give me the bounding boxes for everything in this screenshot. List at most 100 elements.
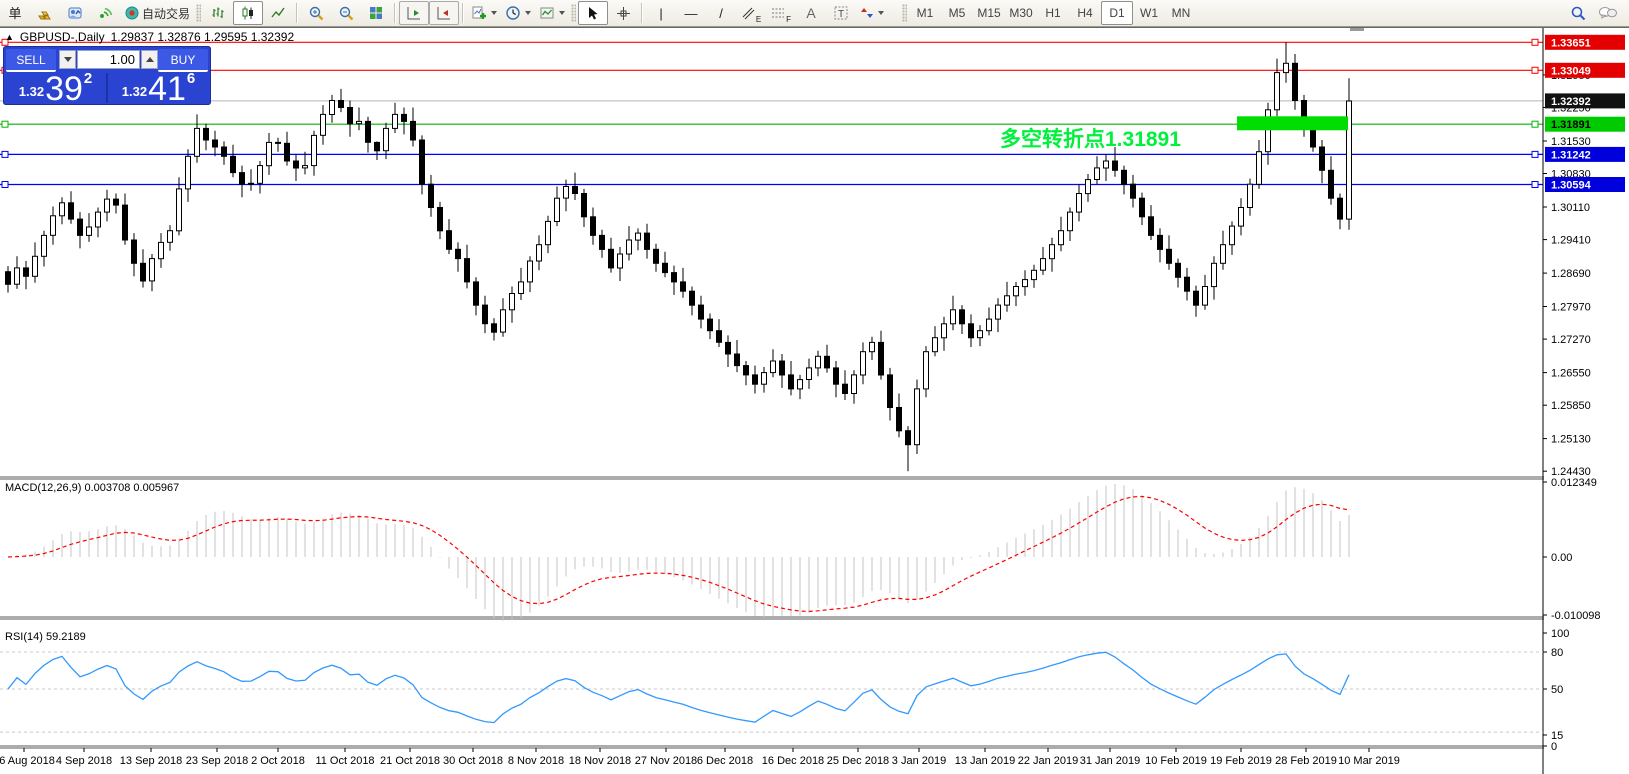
timeframe-button-m5[interactable]: M5 xyxy=(948,6,966,20)
annotation-text[interactable]: 多空转折点1.31891 xyxy=(1000,127,1181,151)
main-toolbar: 单 自动交易 xyxy=(0,0,1629,27)
svg-text:1.25850: 1.25850 xyxy=(1551,400,1591,412)
svg-text:80: 80 xyxy=(1551,647,1563,659)
timeframe-button-m30[interactable]: M30 xyxy=(1009,6,1033,20)
svg-text:18 Nov 2018: 18 Nov 2018 xyxy=(569,755,631,767)
zoom-out-icon xyxy=(338,5,355,22)
channel-sub-label: E xyxy=(755,15,762,24)
chart-header: ▲ GBPUSD-,Daily 1.29837 1.32876 1.29595 … xyxy=(5,30,294,44)
crosshair-icon xyxy=(616,6,631,21)
crosshair-tool-button[interactable] xyxy=(608,1,638,25)
svg-text:3 Jan 2019: 3 Jan 2019 xyxy=(892,755,946,767)
toolbar-grip[interactable] xyxy=(571,4,577,22)
line-chart-button[interactable] xyxy=(263,1,293,25)
svg-text:2 Oct 2018: 2 Oct 2018 xyxy=(251,755,305,767)
search-button[interactable] xyxy=(1563,1,1593,25)
volume-input[interactable]: 1.00 xyxy=(77,50,140,69)
timeframe-button-d1[interactable]: D1 xyxy=(1101,1,1134,25)
text-label-tool-button[interactable]: T xyxy=(826,1,856,25)
volume-decrement-button[interactable] xyxy=(59,50,76,69)
rsi-label: RSI(14) 59.2189 xyxy=(5,631,86,643)
svg-text:1.29410: 1.29410 xyxy=(1551,235,1591,247)
svg-text:1.24430: 1.24430 xyxy=(1551,466,1591,478)
rsi-level-lines xyxy=(0,651,1543,733)
channel-tool-button[interactable]: E xyxy=(736,1,766,25)
timeframe-button-h1[interactable]: H1 xyxy=(1045,6,1061,20)
chat-button[interactable] xyxy=(1593,1,1623,25)
timeframe-bar: M1 M5 M15 M30 H1 H4 D1 W1 MN xyxy=(909,1,1197,25)
fibonacci-tool-button[interactable]: F xyxy=(766,1,796,25)
sell-price[interactable]: 1.32 39 2 xyxy=(5,70,108,108)
signal-icon xyxy=(97,5,113,21)
toolbar-separator xyxy=(394,3,397,23)
toolbar-grip[interactable] xyxy=(902,4,908,22)
svg-text:1.28690: 1.28690 xyxy=(1551,268,1591,280)
sell-price-big: 39 xyxy=(45,70,83,108)
add-indicator-button[interactable] xyxy=(467,1,501,25)
toolbar-grip[interactable] xyxy=(196,4,202,22)
buy-price[interactable]: 1.32 41 6 xyxy=(108,70,209,108)
svg-text:1.27970: 1.27970 xyxy=(1551,302,1591,314)
one-click-toggle[interactable]: ▲ xyxy=(5,32,14,42)
supply-zone-rect[interactable] xyxy=(1237,116,1348,131)
auto-scroll-button[interactable] xyxy=(429,1,460,25)
timeframe-button-h4[interactable]: H4 xyxy=(1077,6,1093,20)
horizontal-line-tool-button[interactable]: — xyxy=(676,1,706,25)
dropdown-caret-icon xyxy=(878,11,885,15)
autotrading-button[interactable]: 自动交易 xyxy=(120,1,194,25)
svg-text:19 Feb 2019: 19 Feb 2019 xyxy=(1210,755,1272,767)
buy-button[interactable]: BUY xyxy=(158,49,208,72)
text-label-icon: T xyxy=(833,5,849,21)
svg-text:1.30594: 1.30594 xyxy=(1551,180,1592,192)
candlestick-chart-button[interactable] xyxy=(233,1,264,25)
templates-button[interactable] xyxy=(535,1,569,25)
svg-text:30 Oct 2018: 30 Oct 2018 xyxy=(443,755,503,767)
periods-button[interactable] xyxy=(501,1,535,25)
cursor-tool-button[interactable] xyxy=(578,1,609,25)
toolbar-separator xyxy=(296,3,299,23)
timeframe-button-m15[interactable]: M15 xyxy=(977,6,1001,20)
sell-button[interactable]: SELL xyxy=(6,49,56,72)
svg-text:6 Dec 2018: 6 Dec 2018 xyxy=(697,755,753,767)
text-tool-button[interactable]: A xyxy=(796,1,826,25)
vertical-line-tool-button[interactable]: | xyxy=(646,1,676,25)
fibonacci-icon xyxy=(771,6,785,20)
dropdown-caret-icon xyxy=(491,11,498,15)
volume-increment-button[interactable] xyxy=(141,50,158,69)
signal-button[interactable] xyxy=(90,1,120,25)
template-icon xyxy=(539,5,555,21)
zoom-in-button[interactable] xyxy=(301,1,331,25)
buy-price-big: 41 xyxy=(148,70,186,108)
chart-shift-button[interactable] xyxy=(399,1,430,25)
macd-label: MACD(12,26,9) 0.003708 0.005967 xyxy=(5,482,179,494)
chart-shift-icon xyxy=(406,5,422,21)
timeframe-button-mn[interactable]: MN xyxy=(1171,6,1191,20)
timeframe-button-w1[interactable]: W1 xyxy=(1140,6,1159,20)
svg-text:1.31530: 1.31530 xyxy=(1551,136,1591,148)
bar-chart-button[interactable] xyxy=(203,1,233,25)
price-axis[interactable]: 1.329501.322501.315301.308301.301101.294… xyxy=(1542,28,1629,774)
svg-text:8 Nov 2018: 8 Nov 2018 xyxy=(508,755,564,767)
svg-text:13 Sep 2018: 13 Sep 2018 xyxy=(120,755,182,767)
svg-text:26 Aug 2018: 26 Aug 2018 xyxy=(0,755,55,767)
timeframe-button-m1[interactable]: M1 xyxy=(916,6,934,20)
trendline-tool-button[interactable]: / xyxy=(706,1,736,25)
new-order-partial-button[interactable]: 单 xyxy=(0,1,30,25)
tile-windows-button[interactable] xyxy=(361,1,391,25)
svg-text:16 Dec 2018: 16 Dec 2018 xyxy=(762,755,824,767)
candles xyxy=(5,42,1352,472)
zoom-out-button[interactable] xyxy=(331,1,361,25)
fibonacci-sub-label: F xyxy=(786,15,791,24)
panel-separators[interactable] xyxy=(0,476,1629,749)
profile-button[interactable] xyxy=(60,1,90,25)
scrollbar-thumb[interactable] xyxy=(1350,28,1364,31)
market-watch-button[interactable] xyxy=(30,1,60,25)
macd-signal-line xyxy=(7,495,1350,613)
arrows-tool-button[interactable] xyxy=(856,1,888,25)
rsi-line xyxy=(7,651,1350,724)
toolbar-separator xyxy=(462,3,465,23)
svg-text:1.32392: 1.32392 xyxy=(1551,96,1591,108)
